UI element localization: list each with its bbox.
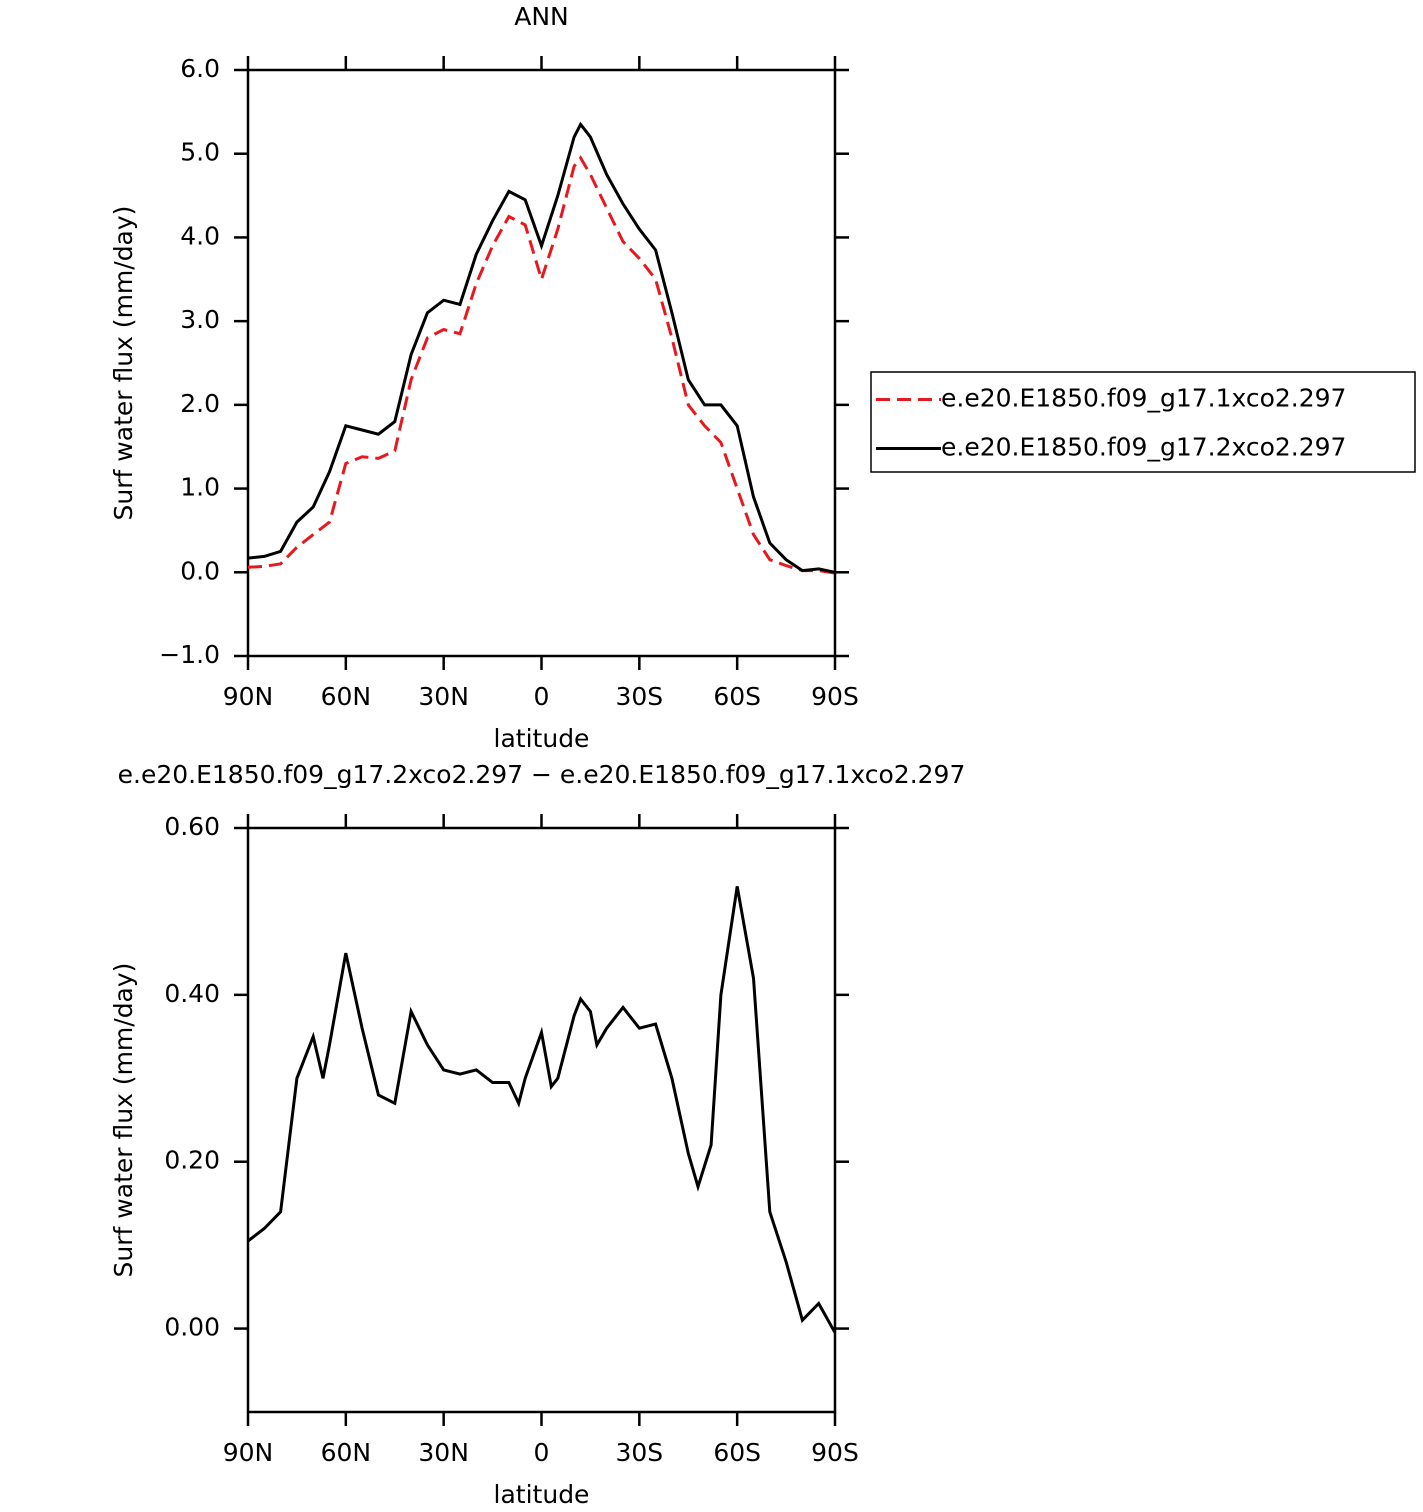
y-tick-label: 1.0: [180, 473, 220, 502]
chart-title: e.e20.E1850.f09_g17.2xco2.297 − e.e20.E1…: [118, 760, 966, 789]
y-tick-label: 4.0: [180, 221, 220, 250]
x-axis-label: latitude: [494, 724, 590, 753]
x-tick-label: 30N: [418, 1438, 469, 1467]
data-line: [247, 121, 836, 574]
y-tick-label: 5.0: [180, 138, 220, 167]
x-tick-label: 30N: [418, 682, 469, 711]
chart-title: ANN: [514, 2, 569, 31]
y-tick-label: 2.0: [180, 389, 220, 418]
x-tick-label: 30S: [615, 1438, 663, 1467]
x-tick-label: 0: [534, 682, 550, 711]
plot-frame: [246, 68, 837, 658]
y-tick-label: 0.0: [180, 556, 220, 585]
x-tick-label: 90S: [811, 682, 859, 711]
x-tick-label: 60S: [713, 1438, 761, 1467]
y-tick-label: 0.20: [164, 1146, 220, 1175]
legend-box: [870, 371, 1416, 473]
legend-label: e.e20.E1850.f09_g17.2xco2.297: [941, 433, 1346, 462]
data-line: [247, 155, 836, 575]
x-tick-label: 0: [534, 1438, 550, 1467]
x-tick-label: 60S: [713, 682, 761, 711]
x-tick-label: 90N: [223, 1438, 274, 1467]
y-tick-label: 3.0: [180, 305, 220, 334]
plot-frame: [246, 826, 837, 1414]
y-tick-label: −1.0: [159, 640, 220, 669]
y-tick-label: 0.60: [164, 812, 220, 841]
y-tick-label: 6.0: [180, 54, 220, 83]
y-tick-label: 0.40: [164, 979, 220, 1008]
x-tick-label: 30S: [615, 682, 663, 711]
y-axis-label: Surf water flux (mm/day): [109, 963, 138, 1278]
y-tick-label: 0.00: [164, 1313, 220, 1342]
legend-label: e.e20.E1850.f09_g17.1xco2.297: [941, 384, 1346, 413]
x-tick-label: 90S: [811, 1438, 859, 1467]
data-line: [247, 886, 837, 1334]
x-tick-label: 60N: [321, 1438, 372, 1467]
x-axis-label: latitude: [494, 1480, 590, 1509]
x-tick-label: 60N: [321, 682, 372, 711]
x-tick-label: 90N: [223, 682, 274, 711]
y-axis-label: Surf water flux (mm/day): [109, 206, 138, 521]
